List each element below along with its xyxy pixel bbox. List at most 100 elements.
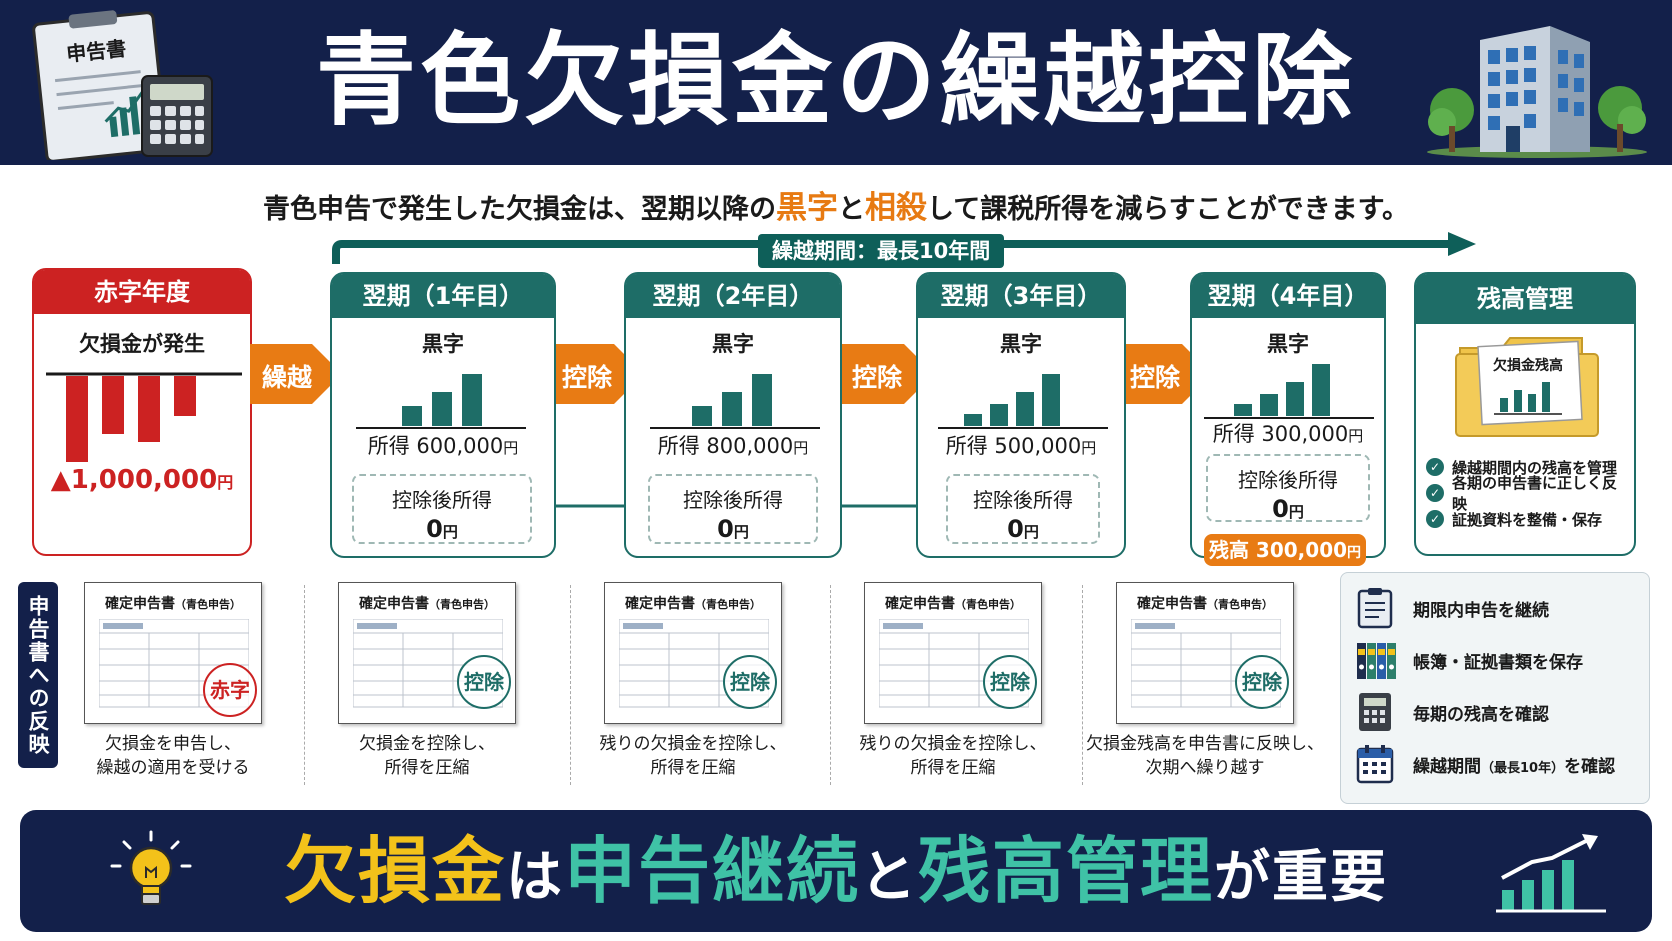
return-doc-column: 確定申告書（青色申告） 控除 残りの欠損金を控除し、 所得を圧縮 bbox=[860, 582, 1050, 782]
check-icon: ✓ bbox=[1426, 484, 1444, 502]
tax-return-clipboard-icon: 申告書 bbox=[32, 10, 222, 164]
return-doc-column: 確定申告書（青色申告） 赤字 欠損金を申告し、 繰越の適用を受ける bbox=[84, 582, 270, 782]
highlight-profit: 黒字 bbox=[776, 190, 839, 226]
return-doc-column: 確定申告書（青色申告） 控除 残りの欠損金を控除し、 所得を圧縮 bbox=[600, 582, 790, 782]
office-building-icon bbox=[1420, 18, 1655, 162]
income-value: 所得 800,000円 bbox=[657, 434, 809, 458]
subtitle-text: と bbox=[838, 194, 866, 225]
lightbulb-icon bbox=[110, 830, 192, 905]
key-point-item: 毎期の残高を確認 bbox=[1355, 689, 1645, 735]
profit-label: 黒字 bbox=[712, 332, 754, 356]
checklist-item: ✓ 各期の申告書に正しく反映 bbox=[1426, 474, 1622, 513]
after-deduction-box: 控除後所得 0円 bbox=[1206, 454, 1370, 523]
highlight-offset: 相殺 bbox=[865, 190, 928, 226]
binders-icon bbox=[1357, 643, 1396, 679]
after-deduction-label: 控除後所得 bbox=[1238, 468, 1338, 492]
profit-bar-chart bbox=[650, 374, 820, 429]
doc-title: 確定申告書（青色申告） bbox=[625, 596, 761, 612]
footer-keyword-balance-management: 残高管理 bbox=[918, 829, 1215, 913]
balance-checklist: ✓ 繰越期間内の残高を管理 ✓ 各期の申告書に正しく反映 ✓ 証拠資料を整備・保存 bbox=[1426, 454, 1622, 532]
income-value: 所得 500,000円 bbox=[945, 434, 1097, 458]
clipboard-icon bbox=[1357, 588, 1393, 629]
balance-management-card: 残高管理 欠損金残高 ✓ 繰越期間内の残高を管理 ✓ 各期の申告書に正しく反映 ✓ 証… bbox=[1414, 272, 1636, 556]
remaining-balance-badge: 残高 300,000円 bbox=[1204, 534, 1366, 566]
key-point-label: 帳簿・証拠書類を保存 bbox=[1413, 652, 1583, 673]
connector-label-deduction: 控除 bbox=[561, 363, 612, 392]
footer-banner: 欠損金は申告継続と残高管理が重要 bbox=[20, 810, 1652, 932]
checklist-item: ✓ 繰越期間内の残高を管理 bbox=[1426, 454, 1622, 480]
income-value: 所得 600,000円 bbox=[367, 434, 519, 458]
carryforward-period-label: 繰越期間：最長10年間 bbox=[758, 234, 1005, 268]
doc-caption: 欠損金を申告し、 繰越の適用を受ける bbox=[96, 734, 250, 778]
subtitle-text: 青色申告で発生した欠損金は、翌期以降の bbox=[263, 194, 777, 225]
folder-label: 欠損金残高 bbox=[1493, 357, 1563, 374]
key-point-label: 期限内申告を継続 bbox=[1413, 600, 1549, 621]
tax-return-document: 確定申告書（青色申告） 赤字 bbox=[84, 582, 262, 724]
year-1-title: 翌期（1年目） bbox=[332, 274, 554, 318]
loss-year-title: 赤字年度 bbox=[34, 270, 250, 314]
subtitle: 青色申告で発生した欠損金は、翌期以降の黒字と相殺して課税所得を減らすことができま… bbox=[0, 182, 1672, 227]
after-deduction-label: 控除後所得 bbox=[973, 488, 1073, 512]
footer-particle: が重要 bbox=[1214, 845, 1389, 910]
year-3-title: 翌期（3年目） bbox=[918, 274, 1124, 318]
year-2-card: 翌期（2年目） 黒字 所得 800,000円 控除後所得 0円 bbox=[624, 272, 842, 558]
income-value: 所得 300,000円 bbox=[1212, 422, 1364, 446]
profit-label: 黒字 bbox=[1000, 332, 1042, 356]
tax-return-document: 確定申告書（青色申告） 控除 bbox=[864, 582, 1042, 724]
deduction-stamp: 控除 bbox=[457, 655, 511, 709]
after-deduction-box: 控除後所得 0円 bbox=[648, 474, 818, 544]
connector-label-deduction: 控除 bbox=[851, 363, 902, 392]
return-doc-column: 確定申告書（青色申告） 控除 欠損金残高を申告書に反映し、 次期へ繰り越す bbox=[1086, 582, 1324, 782]
deduction-chevron-arrow bbox=[552, 344, 644, 404]
footer-particle: は bbox=[505, 845, 564, 910]
loss-bar-chart bbox=[46, 372, 242, 462]
year-4-title: 翌期（4年目） bbox=[1192, 274, 1384, 318]
column-divider bbox=[570, 585, 571, 785]
column-divider bbox=[1082, 585, 1083, 785]
doc-title: 確定申告書（青色申告） bbox=[885, 596, 1021, 612]
balance-management-title: 残高管理 bbox=[1416, 274, 1634, 324]
after-deduction-label: 控除後所得 bbox=[392, 488, 492, 512]
doc-title: 確定申告書（青色申告） bbox=[1137, 596, 1273, 612]
after-deduction-value: 0円 bbox=[717, 515, 749, 543]
year-3-card: 翌期（3年目） 黒字 所得 500,000円 控除後所得 0円 bbox=[916, 272, 1126, 558]
loss-amount: ▲1,000,000円 bbox=[50, 465, 234, 495]
deduction-stamp: 控除 bbox=[723, 655, 777, 709]
checklist-item: ✓ 証拠資料を整備・保存 bbox=[1426, 506, 1622, 532]
tax-return-document: 確定申告書（青色申告） 控除 bbox=[1116, 582, 1294, 724]
calendar-icon bbox=[1356, 745, 1394, 784]
connector-label-deduction: 控除 bbox=[1129, 363, 1180, 392]
after-deduction-box: 控除後所得 0円 bbox=[352, 474, 532, 544]
loss-occurred-text: 欠損金が発生 bbox=[79, 332, 205, 356]
key-point-label: 毎期の残高を確認 bbox=[1413, 704, 1549, 725]
subtitle-text: して課税所得を減らすことができます。 bbox=[927, 194, 1409, 225]
balance-folder-icon: 欠損金残高 bbox=[1455, 337, 1599, 437]
check-icon: ✓ bbox=[1426, 458, 1444, 476]
year-4-card: 翌期（4年目） 黒字 所得 300,000円 控除後所得 0円 残高 300,0… bbox=[1190, 272, 1386, 566]
profit-label: 黒字 bbox=[1267, 332, 1309, 356]
profit-bar-chart bbox=[938, 374, 1108, 429]
growth-chart-icon bbox=[1496, 834, 1606, 913]
doc-title: 確定申告書（青色申告） bbox=[359, 596, 495, 612]
doc-caption: 残りの欠損金を控除し、 所得を圧縮 bbox=[859, 734, 1047, 778]
doc-caption: 欠損金残高を申告書に反映し、 次期へ繰り越す bbox=[1086, 734, 1324, 778]
footer-particle: と bbox=[860, 845, 918, 910]
footer-keyword-loss: 欠損金 bbox=[283, 829, 506, 913]
tax-return-document: 確定申告書（青色申告） 控除 bbox=[338, 582, 516, 724]
return-doc-column: 確定申告書（青色申告） 控除 欠損金を控除し、 所得を圧縮 bbox=[338, 582, 524, 782]
header-banner: 申告書 青色欠損金の繰越控除 bbox=[0, 0, 1672, 165]
profit-label: 黒字 bbox=[422, 332, 464, 356]
deduction-stamp: 控除 bbox=[1235, 655, 1289, 709]
connector-label-carryforward: 繰越 bbox=[261, 363, 312, 392]
deduction-stamp: 控除 bbox=[983, 655, 1037, 709]
key-point-item: 期限内申告を継続 bbox=[1355, 585, 1645, 631]
profit-bar-chart bbox=[356, 374, 526, 429]
year-1-card: 翌期（1年目） 黒字 所得 600,000円 控除後所得 0円 bbox=[330, 272, 556, 558]
profit-bar-chart bbox=[1204, 364, 1374, 419]
key-points-panel: 期限内申告を継続 帳簿・証拠書類を保存 毎期の残高を確認 繰越期間（最長10年）… bbox=[1340, 572, 1650, 804]
key-point-label: 繰越期間（最長10年）を確認 bbox=[1413, 756, 1616, 777]
doc-caption: 欠損金を控除し、 所得を圧縮 bbox=[359, 734, 495, 778]
loss-year-card: 赤字年度 欠損金が発生 ▲1,000,000円 bbox=[32, 268, 252, 556]
after-deduction-value: 0円 bbox=[1272, 495, 1304, 523]
returns-section-label: 申告書への反映 bbox=[18, 582, 58, 768]
